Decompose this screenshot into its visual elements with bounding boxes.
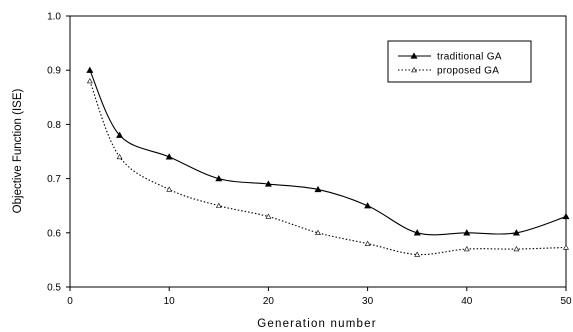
y-axis-title: Objective Function (ISE) — [12, 89, 24, 214]
data-point-marker — [414, 251, 421, 257]
plot-border — [69, 15, 567, 288]
data-point-marker — [512, 229, 520, 236]
data-point-marker — [463, 246, 470, 252]
plot-frame — [69, 15, 567, 288]
data-point-marker — [563, 244, 569, 250]
x-tick-label: 20 — [263, 296, 275, 307]
data-point-marker — [364, 202, 372, 209]
data-point-marker — [116, 131, 124, 138]
data-point-marker — [513, 246, 520, 252]
legend-marker — [411, 66, 417, 73]
y-tick-label: 0.6 — [47, 228, 61, 239]
y-tick-label: 0.7 — [47, 174, 61, 185]
data-point-marker — [166, 186, 173, 192]
data-point-marker — [264, 180, 272, 187]
legend-marker — [410, 52, 418, 59]
data-point-marker — [86, 78, 93, 84]
data-point-marker — [315, 229, 321, 236]
data-point-marker — [165, 153, 173, 160]
y-tick-label: 1.0 — [47, 12, 61, 23]
series-line — [89, 80, 567, 256]
legend-label: proposed GA — [437, 66, 499, 77]
y-tick-label: 0.9 — [47, 66, 61, 77]
data-point-marker — [413, 229, 421, 236]
data-point-marker — [463, 229, 471, 236]
data-point-marker — [215, 174, 223, 182]
data-point-marker — [86, 66, 94, 73]
legend: traditional GA proposed GA — [387, 40, 532, 83]
data-point-marker — [562, 212, 570, 220]
x-tick-label: 50 — [560, 296, 572, 307]
series-traditional-ga — [86, 66, 570, 236]
series-layer — [86, 66, 570, 257]
data-point-marker — [265, 213, 272, 219]
y-tick-label: 0.5 — [47, 283, 61, 294]
x-tick-label: 40 — [461, 296, 473, 307]
x-tick-label: 0 — [67, 296, 73, 307]
x-tick-label: 10 — [164, 296, 176, 307]
axis-layer: 0 10 20 30 40 50 0.5 0.6 0.7 0.8 0.9 1.0 — [47, 12, 572, 308]
legend-label: traditional GA — [437, 52, 502, 63]
data-point-marker — [215, 202, 222, 208]
data-point-marker — [116, 153, 123, 160]
series-line — [89, 69, 567, 236]
y-tick-label: 0.8 — [47, 120, 61, 131]
legend-box — [387, 40, 532, 83]
data-point-marker — [364, 240, 371, 246]
x-axis-title: Generation number — [257, 318, 377, 330]
data-point-marker — [314, 185, 322, 193]
series-proposed-ga — [86, 78, 569, 257]
x-tick-label: 30 — [362, 296, 374, 307]
